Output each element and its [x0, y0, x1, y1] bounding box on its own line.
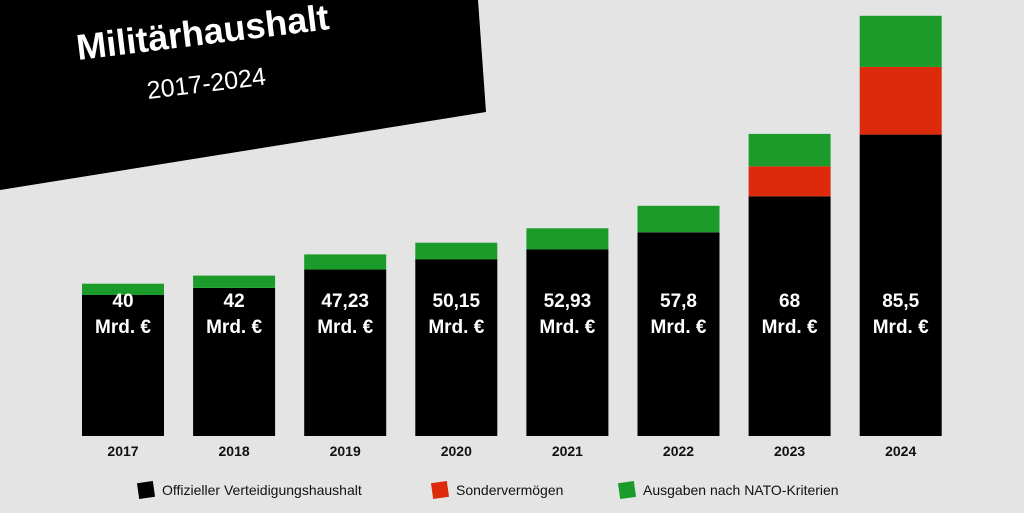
legend-label-0: Offizieller Verteidigungshaushalt: [162, 482, 362, 498]
x-tick-2017: 2017: [107, 443, 138, 459]
x-tick-2018: 2018: [219, 443, 250, 459]
bar-2024-series-0: [859, 134, 942, 436]
x-axis-ticks: 2017 2018 2019 2020 2021 2022 2023 2024: [107, 443, 916, 459]
bar-2024-series-1: [859, 66, 942, 135]
x-tick-2019: 2019: [330, 443, 361, 459]
bar-2020-series-2: [415, 242, 498, 260]
x-tick-2024: 2024: [885, 443, 916, 459]
x-tick-2020: 2020: [441, 443, 472, 459]
bar-value-label-2018: 42: [224, 291, 245, 312]
bar-unit-label-2020: Mrd. €: [428, 317, 484, 338]
legend-label-1: Sondervermögen: [456, 482, 563, 498]
legend-swatch-1: [430, 480, 450, 500]
bar-value-label-2020: 50,15: [433, 291, 481, 312]
bar-2022-series-0: [637, 232, 720, 436]
bar-unit-label-2021: Mrd. €: [539, 317, 595, 338]
legend: Offizieller Verteidigungshaushalt Sonderv…: [136, 480, 839, 500]
bar-2019-series-0: [304, 269, 387, 436]
bar-2023-series-2: [748, 133, 831, 167]
bar-2017-series-2: [82, 283, 164, 295]
bar-2022-series-2: [637, 205, 720, 233]
bar-unit-label-2022: Mrd. €: [651, 317, 707, 338]
bar-value-label-2019: 47,23: [321, 291, 369, 312]
bar-2018-series-2: [193, 275, 276, 288]
bar-value-label-2023: 68: [779, 291, 800, 312]
bar-2023-series-1: [748, 166, 831, 197]
bar-value-label-2017: 40: [112, 291, 133, 312]
bar-2019-series-2: [304, 254, 387, 270]
x-tick-2022: 2022: [663, 443, 694, 459]
bar-2024-series-2: [859, 15, 942, 67]
x-tick-2023: 2023: [774, 443, 805, 459]
bar-2021-series-0: [526, 249, 609, 436]
bar-labels: 40 Mrd. € 42 Mrd. € 47,23 Mrd. € 50,15 Mrd. € 52…: [95, 291, 929, 338]
bars: [82, 15, 942, 436]
bar-unit-label-2018: Mrd. €: [206, 317, 262, 338]
bar-2020-series-0: [415, 259, 498, 436]
title-banner: [0, 0, 486, 190]
bar-2023-series-0: [748, 196, 831, 436]
bar-2017-series-0: [82, 295, 164, 436]
bar-value-label-2022: 57,8: [660, 291, 697, 312]
bar-2018-series-0: [193, 288, 276, 436]
bar-value-label-2024: 85,5: [882, 291, 919, 312]
x-tick-2021: 2021: [552, 443, 583, 459]
bar-unit-label-2024: Mrd. €: [873, 317, 929, 338]
legend-label-2: Ausgaben nach NATO-Kriterien: [643, 482, 839, 498]
bar-unit-label-2019: Mrd. €: [317, 317, 373, 338]
bar-value-label-2021: 52,93: [544, 291, 592, 312]
bar-2021-series-2: [526, 228, 609, 250]
legend-swatch-2: [617, 480, 637, 500]
bar-unit-label-2017: Mrd. €: [95, 317, 151, 338]
bar-unit-label-2023: Mrd. €: [762, 317, 818, 338]
legend-swatch-0: [136, 480, 156, 500]
